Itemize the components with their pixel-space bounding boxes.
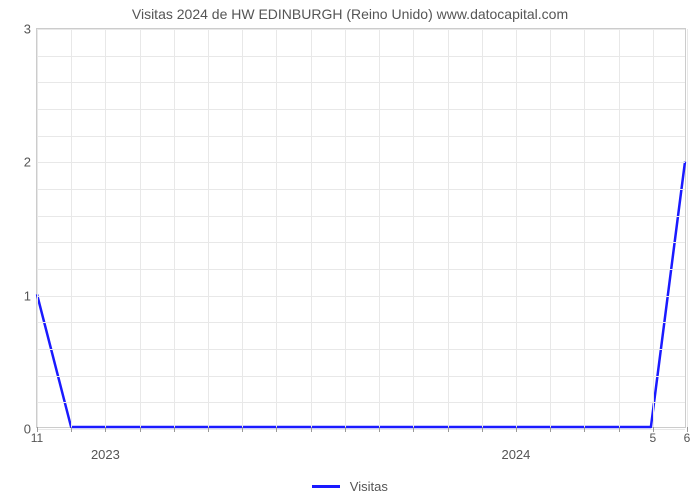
plot-area: 0123115620232024 <box>36 28 686 428</box>
x-tick-mark <box>140 427 141 432</box>
gridline-h <box>37 376 685 377</box>
legend: Visitas <box>0 478 700 494</box>
gridline-v <box>242 29 243 427</box>
x-tick-mark <box>242 427 243 432</box>
gridline-h <box>37 136 685 137</box>
gridline-v <box>276 29 277 427</box>
gridline-h <box>37 109 685 110</box>
x-tick-mark <box>174 427 175 432</box>
x-tick-label: 6 <box>684 431 691 445</box>
gridline-v <box>516 29 517 427</box>
gridline-h <box>37 296 685 297</box>
x-tick-mark <box>619 427 620 432</box>
gridline-h <box>37 322 685 323</box>
gridline-v <box>345 29 346 427</box>
gridline-v <box>687 29 688 427</box>
x-tick-mark <box>379 427 380 432</box>
gridline-h <box>37 349 685 350</box>
chart-title: Visitas 2024 de HW EDINBURGH (Reino Unid… <box>0 6 700 22</box>
legend-label: Visitas <box>350 479 388 494</box>
x-tick-mark <box>311 427 312 432</box>
series-line <box>37 162 685 427</box>
x-tick-mark <box>345 427 346 432</box>
gridline-v <box>413 29 414 427</box>
gridline-h <box>37 429 685 430</box>
x-tick-mark <box>482 427 483 432</box>
y-tick-label: 2 <box>24 155 31 170</box>
gridline-h <box>37 216 685 217</box>
gridline-v <box>584 29 585 427</box>
x-tick-mark <box>584 427 585 432</box>
gridline-h <box>37 402 685 403</box>
legend-swatch <box>312 485 340 488</box>
x-tick-mark <box>105 427 106 432</box>
x-tick-mark <box>516 427 517 432</box>
y-tick-label: 1 <box>24 288 31 303</box>
gridline-v <box>311 29 312 427</box>
gridline-h <box>37 162 685 163</box>
y-tick-label: 3 <box>24 22 31 37</box>
line-series <box>37 29 685 427</box>
gridline-v <box>653 29 654 427</box>
x-tick-mark <box>413 427 414 432</box>
gridline-v <box>482 29 483 427</box>
x-year-label: 2023 <box>91 447 120 462</box>
x-tick-label: 5 <box>649 431 656 445</box>
gridline-v <box>71 29 72 427</box>
x-tick-mark <box>550 427 551 432</box>
gridline-h <box>37 189 685 190</box>
gridline-v <box>550 29 551 427</box>
gridline-v <box>448 29 449 427</box>
x-tick-mark <box>448 427 449 432</box>
gridline-h <box>37 269 685 270</box>
x-tick-mark <box>71 427 72 432</box>
gridline-h <box>37 82 685 83</box>
gridline-h <box>37 56 685 57</box>
gridline-v <box>105 29 106 427</box>
x-year-label: 2024 <box>501 447 530 462</box>
gridline-v <box>208 29 209 427</box>
gridline-h <box>37 29 685 30</box>
gridline-v <box>37 29 38 427</box>
gridline-h <box>37 242 685 243</box>
x-tick-label: 11 <box>31 431 43 445</box>
gridline-v <box>174 29 175 427</box>
x-tick-mark <box>276 427 277 432</box>
x-tick-mark <box>208 427 209 432</box>
gridline-v <box>619 29 620 427</box>
gridline-v <box>379 29 380 427</box>
gridline-v <box>140 29 141 427</box>
